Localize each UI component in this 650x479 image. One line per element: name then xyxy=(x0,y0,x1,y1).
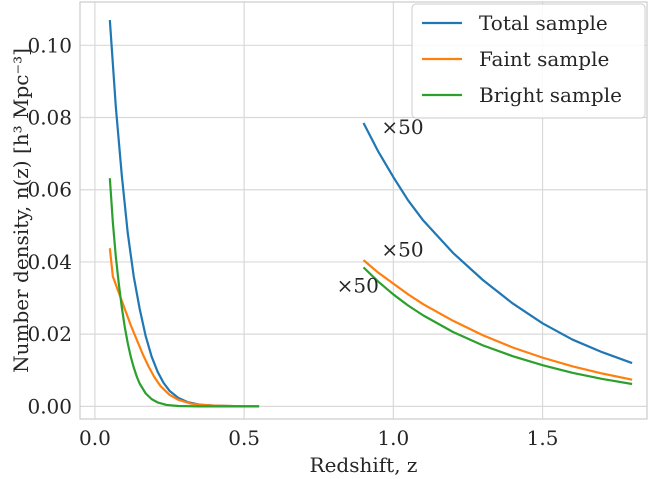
y-tick-label: 0.02 xyxy=(27,322,72,346)
series-line xyxy=(108,19,260,408)
x-tick-label: 1.5 xyxy=(527,426,559,450)
plot-frame xyxy=(79,1,648,420)
x-tick-label: 0.5 xyxy=(228,426,260,450)
y-axis-label: Number density, n(z) [h³ Mpc⁻³] xyxy=(9,48,33,373)
x-axis-label: Redshift, z xyxy=(310,453,418,477)
series-line xyxy=(362,259,633,381)
x-tick-label: 1.0 xyxy=(377,426,409,450)
series-line xyxy=(362,122,633,365)
legend-label: Total sample xyxy=(479,11,608,35)
series-line xyxy=(108,178,260,408)
x-tick-label: 0.0 xyxy=(79,426,111,450)
y-ticks: 0.00 0.02 0.04 0.06 0.08 0.10 xyxy=(27,33,72,418)
series-line xyxy=(362,266,633,386)
y-tick-label: 0.04 xyxy=(27,250,72,274)
series xyxy=(108,19,633,408)
annotation-label: ×50 xyxy=(381,238,423,262)
legend: Total sample Faint sample Bright sample xyxy=(411,3,646,119)
legend-box xyxy=(411,3,646,119)
annotations: ×50×50×50 xyxy=(337,115,424,298)
x-ticks: 0.0 0.5 1.0 1.5 xyxy=(79,426,558,450)
y-tick-label: 0.08 xyxy=(27,106,72,130)
legend-label: Faint sample xyxy=(479,47,609,71)
annotation-label: ×50 xyxy=(381,115,423,139)
y-tick-label: 0.00 xyxy=(27,394,72,418)
y-tick-label: 0.10 xyxy=(27,33,72,57)
annotation-label: ×50 xyxy=(337,274,379,298)
legend-label: Bright sample xyxy=(479,83,622,107)
y-tick-label: 0.06 xyxy=(27,178,72,202)
